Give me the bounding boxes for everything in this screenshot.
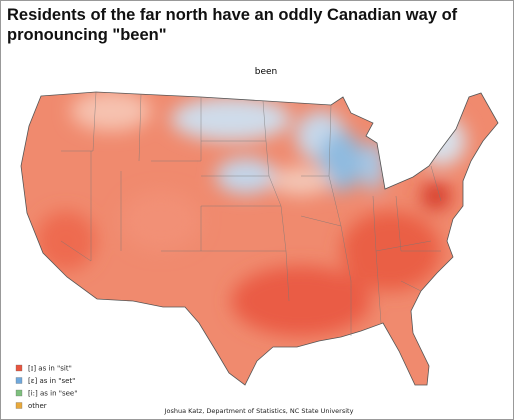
- map-label: been: [255, 67, 278, 77]
- legend-label: [i:] as in "see": [28, 390, 77, 398]
- legend-label: other: [28, 402, 47, 410]
- legend-swatch: [15, 389, 23, 397]
- map-fill: [21, 92, 498, 385]
- title: Residents of the far north have an oddly…: [7, 6, 458, 44]
- legend-swatch: [15, 364, 23, 372]
- credit: Joshua Katz, Department of Statistics, N…: [164, 407, 354, 415]
- legend-label: [ɪ] as in "sit": [28, 365, 72, 373]
- legend-label: [ɛ] as in "set": [28, 377, 75, 385]
- state-lines: [60, 91, 442, 336]
- legend: [ɪ] as in "sit" [ɛ] as in "set" [i:] as in…: [15, 364, 77, 410]
- legend-swatch: [15, 377, 23, 384]
- legend-swatch: [15, 402, 23, 409]
